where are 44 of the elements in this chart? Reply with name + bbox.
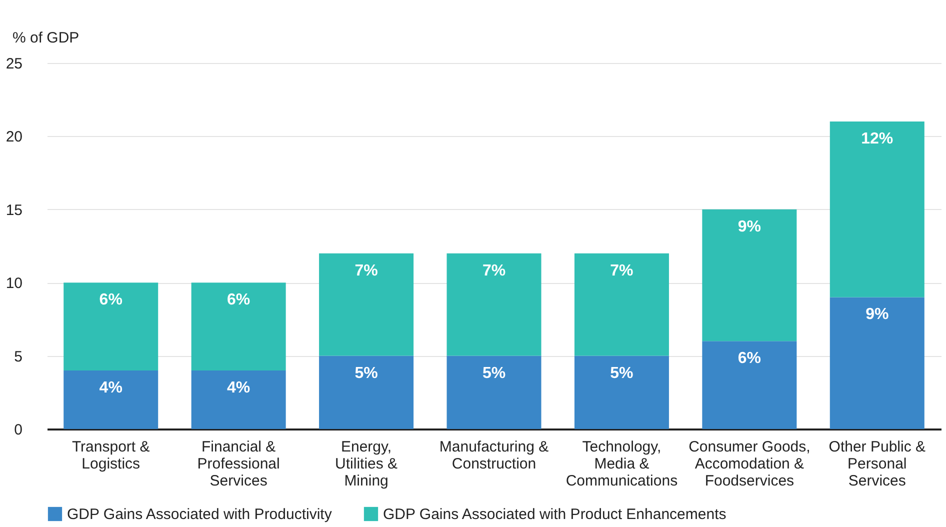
data-label: 6% [99, 292, 122, 309]
x-tick-label: Manufacturing & Construction [439, 438, 549, 472]
bar [446, 356, 542, 429]
bar [446, 253, 542, 356]
bar [319, 356, 414, 429]
data-label: 5% [482, 364, 506, 382]
bar [830, 297, 924, 429]
data-label: 4% [227, 379, 250, 396]
bar [702, 209, 797, 342]
y-tick-label: 5 [14, 348, 22, 366]
y-tick-label: 20 [6, 128, 22, 146]
data-label: 5% [354, 364, 378, 382]
data-label: 6% [738, 350, 761, 368]
x-tick-label: Transport & Logistics [72, 438, 150, 472]
x-tick-label: Technology, Media & Communications [566, 438, 678, 490]
data-label: 4% [99, 379, 122, 396]
data-label: 9% [866, 306, 889, 324]
bar [64, 370, 158, 429]
x-tick-label: Other Public & Personal Services [828, 438, 926, 490]
bar [574, 253, 669, 356]
legend-label: GDP Gains Associated with Product Enhancements [383, 506, 726, 523]
bar [574, 356, 669, 429]
y-tick-label: 25 [6, 56, 22, 72]
legend-label: GDP Gains Associated with Productivity [67, 506, 332, 523]
bar [319, 253, 414, 356]
x-tick-label: Financial & Professional Services [197, 438, 280, 490]
y-tick-label: 15 [6, 202, 22, 219]
bar [64, 282, 158, 370]
y-tick-label: 0 [14, 422, 22, 438]
bar [702, 341, 797, 429]
bar [191, 370, 286, 429]
data-label: 5% [610, 364, 634, 382]
data-label: 7% [354, 262, 378, 280]
y-axis-title: % of GDP [12, 30, 80, 46]
y-tick-label: 10 [6, 275, 22, 292]
data-label: 12% [861, 130, 894, 148]
bar [830, 122, 924, 298]
x-tick-label: Energy, Utilities & Mining [335, 438, 398, 490]
data-label: 9% [738, 218, 761, 236]
data-label: 7% [610, 262, 634, 280]
bar [191, 282, 286, 370]
x-tick-label: Consumer Goods, Accomodation & Foodservices [688, 438, 810, 490]
data-label: 6% [227, 292, 250, 309]
data-label: 7% [482, 262, 506, 280]
